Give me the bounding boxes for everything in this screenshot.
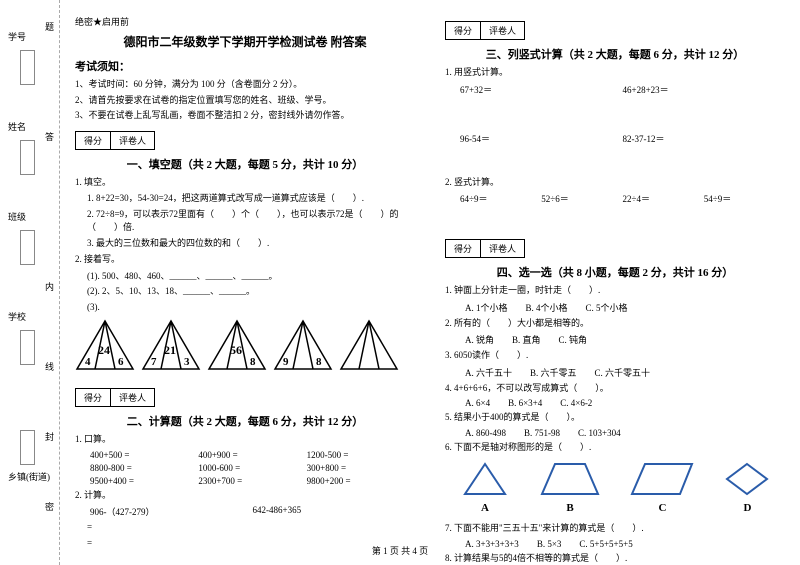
svg-text:9: 9 [283, 356, 289, 368]
s1-q2: 2. 接着写。 [75, 253, 415, 267]
side-char-0: 题 [45, 20, 54, 33]
shape-triangle [460, 462, 510, 497]
binding-margin: 学号 姓名 班级 学校 乡镇(街道) 题 答 内 线 封 密 [0, 0, 60, 565]
score-label: 得分 [76, 132, 111, 149]
s4-q5: 5. 结果小于400的算式是（ ）。 [445, 411, 785, 425]
shape-parallelogram [630, 462, 695, 497]
svg-text:24: 24 [98, 343, 110, 357]
calc-row-2: 9500+400 =2300+700 =9800+200 = [90, 476, 415, 486]
s1-q1-2: 2. 72÷8=9，可以表示72里面有（ ）个（ ），也可以表示72是（ ）的（… [87, 208, 415, 235]
s1-q2-2: (2). 2、5、10、13、18、______、______。 [87, 285, 415, 299]
score-box-1: 得分 评卷人 [75, 131, 155, 150]
section-2-title: 二、计算题（共 2 大题，每题 6 分，共计 12 分） [75, 413, 415, 429]
s4-q2: 2. 所有的（ ）大小都是相等的。 [445, 317, 785, 331]
s2-q2-row: 906-（427-279）642-486+365 [90, 505, 415, 518]
side-char-4: 封 [45, 430, 54, 443]
notice-title: 考试须知： [75, 58, 415, 74]
s4-q3-opts: A. 六千五十B. 六千零五C. 六千零五十 [465, 366, 785, 379]
right-column: 得分 评卷人 三、列竖式计算（共 2 大题，每题 6 分，共计 12 分） 1.… [430, 0, 800, 565]
score-box-3: 得分 评卷人 [445, 21, 525, 40]
score-box-4: 得分 评卷人 [445, 239, 525, 258]
side-char-2: 内 [45, 280, 54, 293]
triangle-row: 4 24 6 7 21 3 56 8 9 8 [75, 319, 415, 377]
s3-q2: 2. 竖式计算。 [445, 176, 785, 190]
svg-text:8: 8 [250, 356, 256, 368]
s4-q1-opts: A. 1个小格B. 4个小格C. 5个小格 [465, 301, 785, 314]
margin-box-0 [20, 50, 35, 85]
margin-label-2: 班级 [8, 210, 26, 223]
s3-r2: 96-54＝82-37-12＝ [460, 132, 785, 145]
svg-text:8: 8 [316, 356, 322, 368]
s1-q1-3: 3. 最大的三位数和最大的四位数的和（ ）. [87, 237, 415, 251]
shapes-row: A B C D [445, 462, 785, 514]
s4-q3: 3. 6050读作（ ）. [445, 349, 785, 363]
s4-q2-opts: A. 锐角B. 直角C. 钝角 [465, 333, 785, 346]
s4-q4-opts: A. 6×4B. 6×3+4C. 4×6-2 [465, 398, 785, 408]
svg-text:21: 21 [164, 343, 176, 357]
s1-q1-1: 1. 8+22=30，54-30=24，把这两道算式改写成一道算式应该是（ ）. [87, 192, 415, 206]
margin-box-1 [20, 140, 35, 175]
side-char-1: 答 [45, 130, 54, 143]
notice-3: 3、不要在试卷上乱写乱画，卷面不整洁扣 2 分，密封线外请勿作答。 [75, 109, 415, 122]
shape-diamond [725, 462, 770, 497]
s4-q7: 7. 下面不能用"三五十五"来计算的算式是（ ）. [445, 522, 785, 536]
s3-r3: 64÷9＝52÷6＝22÷4＝54÷9＝ [460, 192, 785, 205]
s4-q5-opts: A. 860-498B. 751-98C. 103+304 [465, 428, 785, 438]
svg-text:3: 3 [184, 356, 190, 368]
exam-title: 德阳市二年级数学下学期开学检测试卷 附答案 [75, 33, 415, 50]
margin-label-1: 姓名 [8, 120, 26, 133]
header-tag: 绝密★启用前 [75, 15, 415, 28]
s2-q2: 2. 计算。 [75, 489, 415, 503]
notice-2: 2、请首先按要求在试卷的指定位置填写您的姓名、班级、学号。 [75, 94, 415, 107]
margin-label-0: 学号 [8, 30, 26, 43]
score-box-2: 得分 评卷人 [75, 388, 155, 407]
s1-q2-1: (1). 500、480、460、______、______、______。 [87, 270, 415, 284]
svg-text:56: 56 [230, 343, 242, 357]
shape-trapezoid [540, 462, 600, 497]
section-4-title: 四、选一选（共 8 小题，每题 2 分，共计 16 分） [445, 264, 785, 280]
section-3-title: 三、列竖式计算（共 2 大题，每题 6 分，共计 12 分） [445, 46, 785, 62]
side-char-5: 密 [45, 500, 54, 513]
s1-q1: 1. 填空。 [75, 176, 415, 190]
s4-q1: 1. 钟面上分针走一圈，时针走（ ）. [445, 284, 785, 298]
margin-box-3 [20, 330, 35, 365]
s3-r1: 67+32＝46+28+23＝ [460, 83, 785, 96]
svg-text:7: 7 [151, 356, 157, 368]
s4-q6: 6. 下面不是轴对称图形的是（ ）. [445, 441, 785, 455]
calc-row-0: 400+500 =400+900 =1200-500 = [90, 450, 415, 460]
s1-q2-3: (3). [87, 301, 415, 315]
svg-text:6: 6 [118, 356, 124, 368]
margin-box-2 [20, 230, 35, 265]
side-char-3: 线 [45, 360, 54, 373]
svg-text:4: 4 [85, 356, 91, 368]
notice-1: 1、考试时间：60 分钟，满分为 100 分（含卷面分 2 分）。 [75, 78, 415, 91]
section-1-title: 一、填空题（共 2 大题，每题 5 分，共计 10 分） [75, 156, 415, 172]
grader-label: 评卷人 [111, 132, 154, 149]
page-footer: 第 1 页 共 4 页 [0, 544, 800, 557]
triangles-svg: 4 24 6 7 21 3 56 8 9 8 [75, 319, 405, 374]
s3-q1: 1. 用竖式计算。 [445, 66, 785, 80]
s2-eq1: = [87, 521, 415, 535]
s2-q1: 1. 口算。 [75, 433, 415, 447]
margin-label-3: 学校 [8, 310, 26, 323]
s4-q4: 4. 4+6+6+6，不可以改写成算式（ ）。 [445, 382, 785, 396]
margin-box-4 [20, 430, 35, 465]
left-column: 绝密★启用前 德阳市二年级数学下学期开学检测试卷 附答案 考试须知： 1、考试时… [60, 0, 430, 565]
margin-label-4: 乡镇(街道) [8, 470, 50, 483]
calc-row-1: 8800-800 =1000-600 =300+800 = [90, 463, 415, 473]
